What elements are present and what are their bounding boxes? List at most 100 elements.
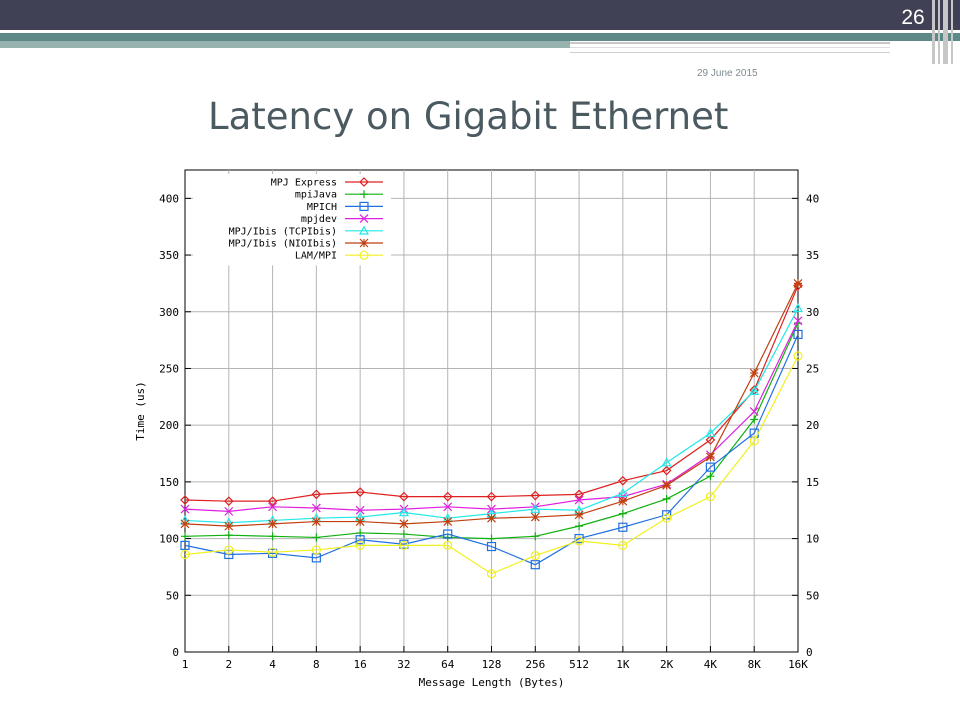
- data-point: [487, 513, 496, 523]
- y-tick-label-right: 100: [806, 533, 820, 546]
- data-point: [574, 536, 584, 546]
- data-point: [574, 489, 584, 500]
- data-point: [793, 316, 803, 326]
- data-point: [443, 529, 453, 539]
- data-point: [662, 494, 671, 503]
- y-tick-label: 0: [172, 646, 179, 659]
- x-axis-label: Message Length (Bytes): [419, 676, 565, 689]
- data-point: [181, 532, 189, 541]
- legend-label: LAM/MPI: [295, 251, 337, 262]
- legend-label: MPJ/Ibis (NIOIbis): [229, 239, 337, 250]
- data-point: [224, 521, 234, 531]
- data-point: [311, 545, 321, 555]
- data-point: [574, 510, 584, 520]
- data-point: [487, 534, 496, 543]
- data-point: [355, 535, 365, 545]
- page-number: 26: [901, 6, 925, 29]
- x-tick-label: 2: [225, 658, 232, 671]
- top-banner: [0, 0, 960, 30]
- y-tick-label: 100: [159, 533, 179, 546]
- data-point: [530, 551, 540, 561]
- data-point: [180, 540, 190, 550]
- x-tick-label: 32: [397, 658, 410, 671]
- data-point: [793, 329, 803, 340]
- data-point: [399, 530, 408, 539]
- x-tick-label: 64: [441, 658, 455, 671]
- data-point: [268, 532, 277, 541]
- slide-title: Latency on Gigabit Ethernet: [208, 95, 729, 138]
- header-divider-thin: [570, 52, 890, 53]
- data-point: [267, 496, 278, 507]
- series-mpj-express: [180, 280, 803, 507]
- data-point: [706, 452, 715, 462]
- series-mpj-ibis-nioibis-: [180, 278, 803, 531]
- data-point: [224, 506, 234, 516]
- series-lam-mpi: [180, 351, 803, 579]
- data-point: [618, 509, 627, 518]
- data-point: [661, 457, 672, 467]
- data-point: [792, 303, 804, 313]
- data-point: [618, 475, 628, 486]
- corner-decoration: [932, 0, 960, 64]
- x-tick-label: 1K: [616, 658, 630, 671]
- data-point: [705, 427, 716, 437]
- y-tick-label: 50: [166, 589, 179, 602]
- y-tick-label-right: 50: [806, 589, 819, 602]
- data-point: [355, 517, 365, 527]
- y-tick-label-right: 300: [806, 306, 820, 319]
- latency-chart: 0 0 50 50 100 100 150 150 200 200 250 250 300 300 350 3…: [134, 169, 820, 689]
- legend-marker: [359, 177, 369, 187]
- data-point: [661, 465, 672, 476]
- data-point: [399, 519, 409, 529]
- legend-background: [193, 174, 391, 266]
- data-point: [705, 492, 716, 502]
- data-point: [530, 490, 541, 501]
- data-point: [180, 549, 190, 560]
- data-point: [311, 503, 321, 513]
- data-point: [793, 280, 803, 291]
- y-tick-label-right: 350: [806, 249, 820, 262]
- series-line: [184, 355, 799, 575]
- data-point: [575, 522, 584, 531]
- data-point: [618, 496, 628, 506]
- legend-label: MPJ Express: [271, 178, 337, 189]
- data-point: [355, 540, 365, 550]
- y-tick-label-right: 150: [806, 476, 820, 489]
- data-point: [618, 522, 628, 532]
- header-accent-line: [0, 33, 960, 41]
- slide-date: 29 June 2015: [697, 68, 758, 79]
- data-point: [312, 533, 321, 542]
- data-point: [223, 496, 234, 507]
- data-point: [180, 504, 190, 514]
- header-divider: [570, 42, 890, 48]
- y-axis-label: Time (us): [134, 381, 147, 441]
- data-point: [705, 462, 716, 472]
- y-tick-label: 300: [159, 306, 179, 319]
- data-point: [399, 491, 409, 502]
- legend-label: mpjdev: [301, 214, 337, 225]
- x-tick-label: 8: [313, 658, 320, 671]
- data-point: [180, 519, 190, 529]
- x-tick-label: 512: [569, 658, 589, 671]
- data-point: [224, 531, 233, 540]
- legend-marker: [359, 250, 369, 260]
- legend-label: MPICH: [307, 202, 337, 213]
- data-point: [617, 487, 628, 498]
- data-point: [662, 513, 672, 523]
- data-point: [442, 491, 453, 502]
- legend-marker: [359, 201, 369, 212]
- data-point: [793, 278, 803, 288]
- data-point: [443, 540, 453, 550]
- data-point: [311, 489, 322, 500]
- data-point: [355, 505, 365, 515]
- y-tick-label: 250: [159, 362, 179, 375]
- y-tick-label-right: 250: [806, 362, 820, 375]
- data-point: [530, 560, 540, 570]
- data-point: [355, 487, 365, 497]
- legend-marker: [359, 214, 369, 224]
- header-accent-line-secondary: [0, 41, 570, 48]
- series-line: [184, 308, 799, 524]
- data-point: [793, 351, 803, 361]
- data-point: [531, 532, 540, 541]
